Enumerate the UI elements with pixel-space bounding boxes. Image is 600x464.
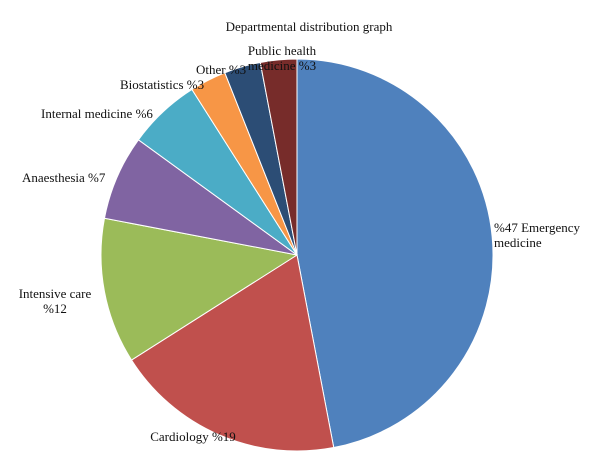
slice-label-line: Public health [248, 43, 317, 58]
pie-slice-0 [296, 58, 494, 449]
slice-label-6: Biostatistics %3 [120, 77, 204, 92]
slice-label-line: Biostatistics %3 [120, 77, 204, 92]
pie-slice-7 [259, 58, 298, 256]
slice-label-line: medicine %3 [248, 58, 316, 73]
slice-label-2: Intensive care %12 [19, 286, 92, 316]
slice-label-4: Internal medicine %6 [41, 106, 153, 121]
slice-label-7: Public health medicine %3 [248, 43, 317, 73]
slice-label-5: Other %3 [196, 62, 246, 77]
slice-label-line: Intensive care [19, 286, 92, 301]
slice-label-line: Anaesthesia %7 [22, 170, 106, 185]
slice-label-line: %12 [43, 301, 67, 316]
pie-slices [100, 58, 494, 452]
slice-label-line: medicine [494, 235, 542, 250]
slice-labels: %47 Emergency medicine Cardiology %19 Inten… [19, 43, 581, 444]
slice-label-line: Cardiology %19 [150, 429, 236, 444]
pie-slice-1 [130, 254, 335, 452]
slice-label-line: Other %3 [196, 62, 246, 77]
slice-label-3: Anaesthesia %7 [22, 170, 106, 185]
slice-label-line: Internal medicine %6 [41, 106, 153, 121]
slice-label-1: Cardiology %19 [150, 429, 236, 444]
pie-slice-2 [100, 217, 299, 361]
chart-title: Departmental distribution graph [226, 19, 393, 34]
slice-label-0: %47 Emergency medicine [494, 220, 581, 250]
slice-label-line: %47 Emergency [494, 220, 581, 235]
